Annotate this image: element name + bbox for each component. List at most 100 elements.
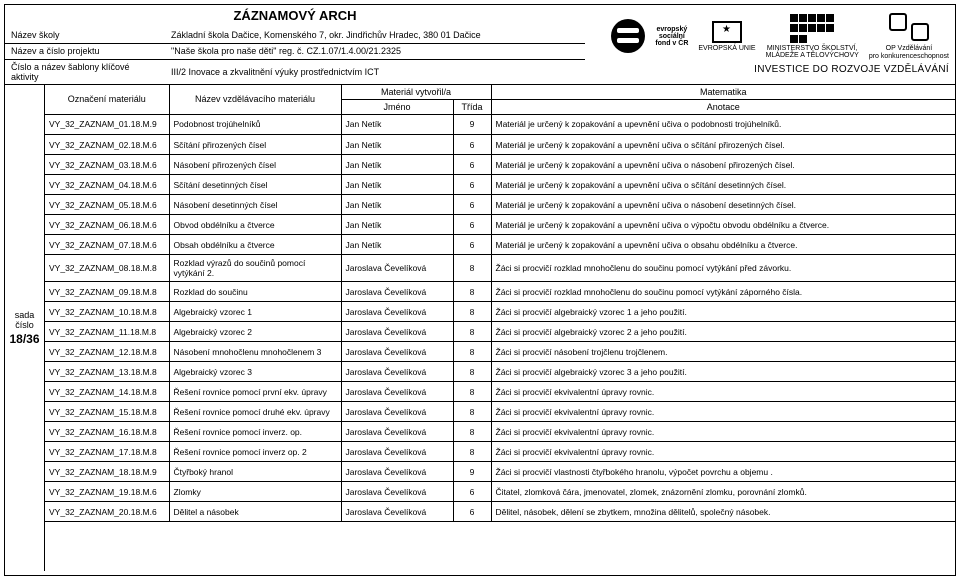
record-sheet: ZÁZNAMOVÝ ARCH Název školy Základní škol… — [4, 4, 956, 576]
cell-class: 6 — [453, 155, 491, 175]
cell-author: Jaroslava Čevelíková — [341, 422, 453, 442]
cell-id: VY_32_ZAZNAM_20.18.M.6 — [45, 502, 169, 522]
meta-row-project: Název a číslo projektu "Naše škola pro n… — [5, 43, 585, 59]
cell-annotation: Žáci si procvičí algebraický vzorec 1 a … — [491, 302, 955, 322]
cell-title: Rozklad výrazů do součinů pomocí vytýkán… — [169, 255, 341, 282]
column-header-table: Označení materiálu Název vzdělávacího ma… — [45, 85, 955, 115]
cell-id: VY_32_ZAZNAM_19.18.M.6 — [45, 482, 169, 502]
msmt-text-2: MLÁDEŽE A TĚLOVÝCHOVY — [766, 52, 859, 59]
cell-id: VY_32_ZAZNAM_06.18.M.6 — [45, 215, 169, 235]
cell-annotation: Žáci si procvičí rozklad mnohočlenu do s… — [491, 282, 955, 302]
cell-class: 8 — [453, 422, 491, 442]
cell-id: VY_32_ZAZNAM_14.18.M.8 — [45, 382, 169, 402]
meta-label-template: Číslo a název šablony klíčové aktivity — [5, 59, 165, 84]
table-row: VY_32_ZAZNAM_18.18.M.9Čtyřboký hranolJar… — [45, 462, 955, 482]
meta-value-template: III/2 Inovace a zkvalitnění výuky prostř… — [165, 59, 585, 84]
cell-class: 6 — [453, 195, 491, 215]
table-row: VY_32_ZAZNAM_20.18.M.6Dělitel a násobekJ… — [45, 502, 955, 522]
cell-annotation: Materiál je určený k zopakování a upevně… — [491, 175, 955, 195]
cell-author: Jan Netík — [341, 195, 453, 215]
meta-row-school: Název školy Základní škola Dačice, Komen… — [5, 27, 585, 43]
header-left: ZÁZNAMOVÝ ARCH Název školy Základní škol… — [5, 5, 585, 84]
table-row: VY_32_ZAZNAM_17.18.M.8Řešení rovnice pom… — [45, 442, 955, 462]
cell-title: Řešení rovnice pomocí inverz op. 2 — [169, 442, 341, 462]
esf-text-3: fond v ČR — [655, 40, 688, 47]
cell-class: 8 — [453, 342, 491, 362]
table-row: VY_32_ZAZNAM_01.18.M.9Podobnost trojúhel… — [45, 115, 955, 135]
header-block: ZÁZNAMOVÝ ARCH Název školy Základní škol… — [5, 5, 955, 85]
cell-class: 8 — [453, 302, 491, 322]
table-row: VY_32_ZAZNAM_14.18.M.8Řešení rovnice pom… — [45, 382, 955, 402]
cell-title: Násobení desetinných čísel — [169, 195, 341, 215]
cell-id: VY_32_ZAZNAM_08.18.M.8 — [45, 255, 169, 282]
col-head-id: Označení materiálu — [45, 85, 169, 115]
cell-title: Řešení rovnice pomocí první ekv. úpravy — [169, 382, 341, 402]
cell-annotation: Žáci si procvičí vlastnosti čtyřbokého h… — [491, 462, 955, 482]
cell-id: VY_32_ZAZNAM_13.18.M.8 — [45, 362, 169, 382]
cell-title: Sčítání desetinných čísel — [169, 175, 341, 195]
cell-id: VY_32_ZAZNAM_09.18.M.8 — [45, 282, 169, 302]
cell-class: 6 — [453, 175, 491, 195]
cell-annotation: Žáci si procvičí rozklad mnohočlenu do s… — [491, 255, 955, 282]
cell-title: Čtyřboký hranol — [169, 462, 341, 482]
eu-text: EVROPSKÁ UNIE — [698, 45, 755, 52]
cell-title: Násobení mnohočlenu mnohočlenem 3 — [169, 342, 341, 362]
meta-table: Název školy Základní škola Dačice, Komen… — [5, 27, 585, 84]
table-row: VY_32_ZAZNAM_12.18.M.8Násobení mnohočlen… — [45, 342, 955, 362]
cell-annotation: Materiál je určený k zopakování a upevně… — [491, 195, 955, 215]
cell-title: Dělitel a násobek — [169, 502, 341, 522]
table-row: VY_32_ZAZNAM_15.18.M.8Řešení rovnice pom… — [45, 402, 955, 422]
table-row: VY_32_ZAZNAM_16.18.M.8Řešení rovnice pom… — [45, 422, 955, 442]
cell-title: Rozklad do součinu — [169, 282, 341, 302]
cell-author: Jaroslava Čevelíková — [341, 255, 453, 282]
cell-class: 6 — [453, 235, 491, 255]
eu-flag-icon — [712, 21, 742, 43]
gutter-page: 18/36 — [9, 332, 39, 346]
cell-title: Obvod obdélníku a čtverce — [169, 215, 341, 235]
header-right: evropský sociální fond v ČR EVROPSKÁ UNI… — [585, 5, 955, 84]
table-row: VY_32_ZAZNAM_13.18.M.8Algebraický vzorec… — [45, 362, 955, 382]
invest-slogan: INVESTICE DO ROZVOJE VZDĚLÁVÁNÍ — [754, 64, 949, 75]
cell-author: Jaroslava Čevelíková — [341, 382, 453, 402]
table-row: VY_32_ZAZNAM_06.18.M.6Obvod obdélníku a … — [45, 215, 955, 235]
logos-row: evropský sociální fond v ČR EVROPSKÁ UNI… — [591, 13, 949, 60]
esf-logo — [611, 19, 645, 55]
table-row: VY_32_ZAZNAM_04.18.M.6Sčítání desetinnýc… — [45, 175, 955, 195]
msmt-icon — [790, 14, 834, 44]
cell-annotation: Materiál je určený k zopakování a upevně… — [491, 215, 955, 235]
cell-title: Algebraický vzorec 2 — [169, 322, 341, 342]
cell-class: 6 — [453, 135, 491, 155]
cell-class: 9 — [453, 115, 491, 135]
cell-author: Jan Netík — [341, 115, 453, 135]
cell-id: VY_32_ZAZNAM_05.18.M.6 — [45, 195, 169, 215]
table-row: VY_32_ZAZNAM_19.18.M.6ZlomkyJaroslava Če… — [45, 482, 955, 502]
table-row: VY_32_ZAZNAM_07.18.M.6Obsah obdélníku a … — [45, 235, 955, 255]
cell-author: Jaroslava Čevelíková — [341, 402, 453, 422]
col-head-subject: Matematika — [491, 85, 955, 100]
msmt-logo: MINISTERSTVO ŠKOLSTVÍ, MLÁDEŽE A TĚLOVÝC… — [766, 14, 859, 60]
cell-title: Algebraický vzorec 3 — [169, 362, 341, 382]
cell-annotation: Žáci si procvičí algebraický vzorec 3 a … — [491, 362, 955, 382]
table-row: VY_32_ZAZNAM_02.18.M.6Sčítání přirozenýc… — [45, 135, 955, 155]
cell-annotation: Dělitel, násobek, dělení se zbytkem, mno… — [491, 502, 955, 522]
opvk-icon — [889, 13, 929, 43]
cell-author: Jaroslava Čevelíková — [341, 282, 453, 302]
cell-annotation: Žáci si procvičí ekvivalentní úpravy rov… — [491, 402, 955, 422]
cell-author: Jan Netík — [341, 175, 453, 195]
cell-annotation: Žáci si procvičí ekvivalentní úpravy rov… — [491, 442, 955, 462]
main-column: Označení materiálu Název vzdělávacího ma… — [45, 85, 955, 571]
cell-id: VY_32_ZAZNAM_16.18.M.8 — [45, 422, 169, 442]
cell-author: Jaroslava Čevelíková — [341, 482, 453, 502]
cell-author: Jan Netík — [341, 155, 453, 175]
body-grid: sada číslo 18/36 Označení materiálu Náze… — [5, 85, 955, 571]
cell-author: Jaroslava Čevelíková — [341, 302, 453, 322]
left-gutter: sada číslo 18/36 — [5, 85, 45, 571]
col-head-annotation: Anotace — [491, 99, 955, 114]
cell-class: 9 — [453, 462, 491, 482]
table-row: VY_32_ZAZNAM_09.18.M.8Rozklad do součinu… — [45, 282, 955, 302]
cell-class: 8 — [453, 442, 491, 462]
meta-label-project: Název a číslo projektu — [5, 43, 165, 59]
cell-annotation: Žáci si procvičí násobení trojčlenu troj… — [491, 342, 955, 362]
cell-id: VY_32_ZAZNAM_15.18.M.8 — [45, 402, 169, 422]
cell-id: VY_32_ZAZNAM_10.18.M.8 — [45, 302, 169, 322]
